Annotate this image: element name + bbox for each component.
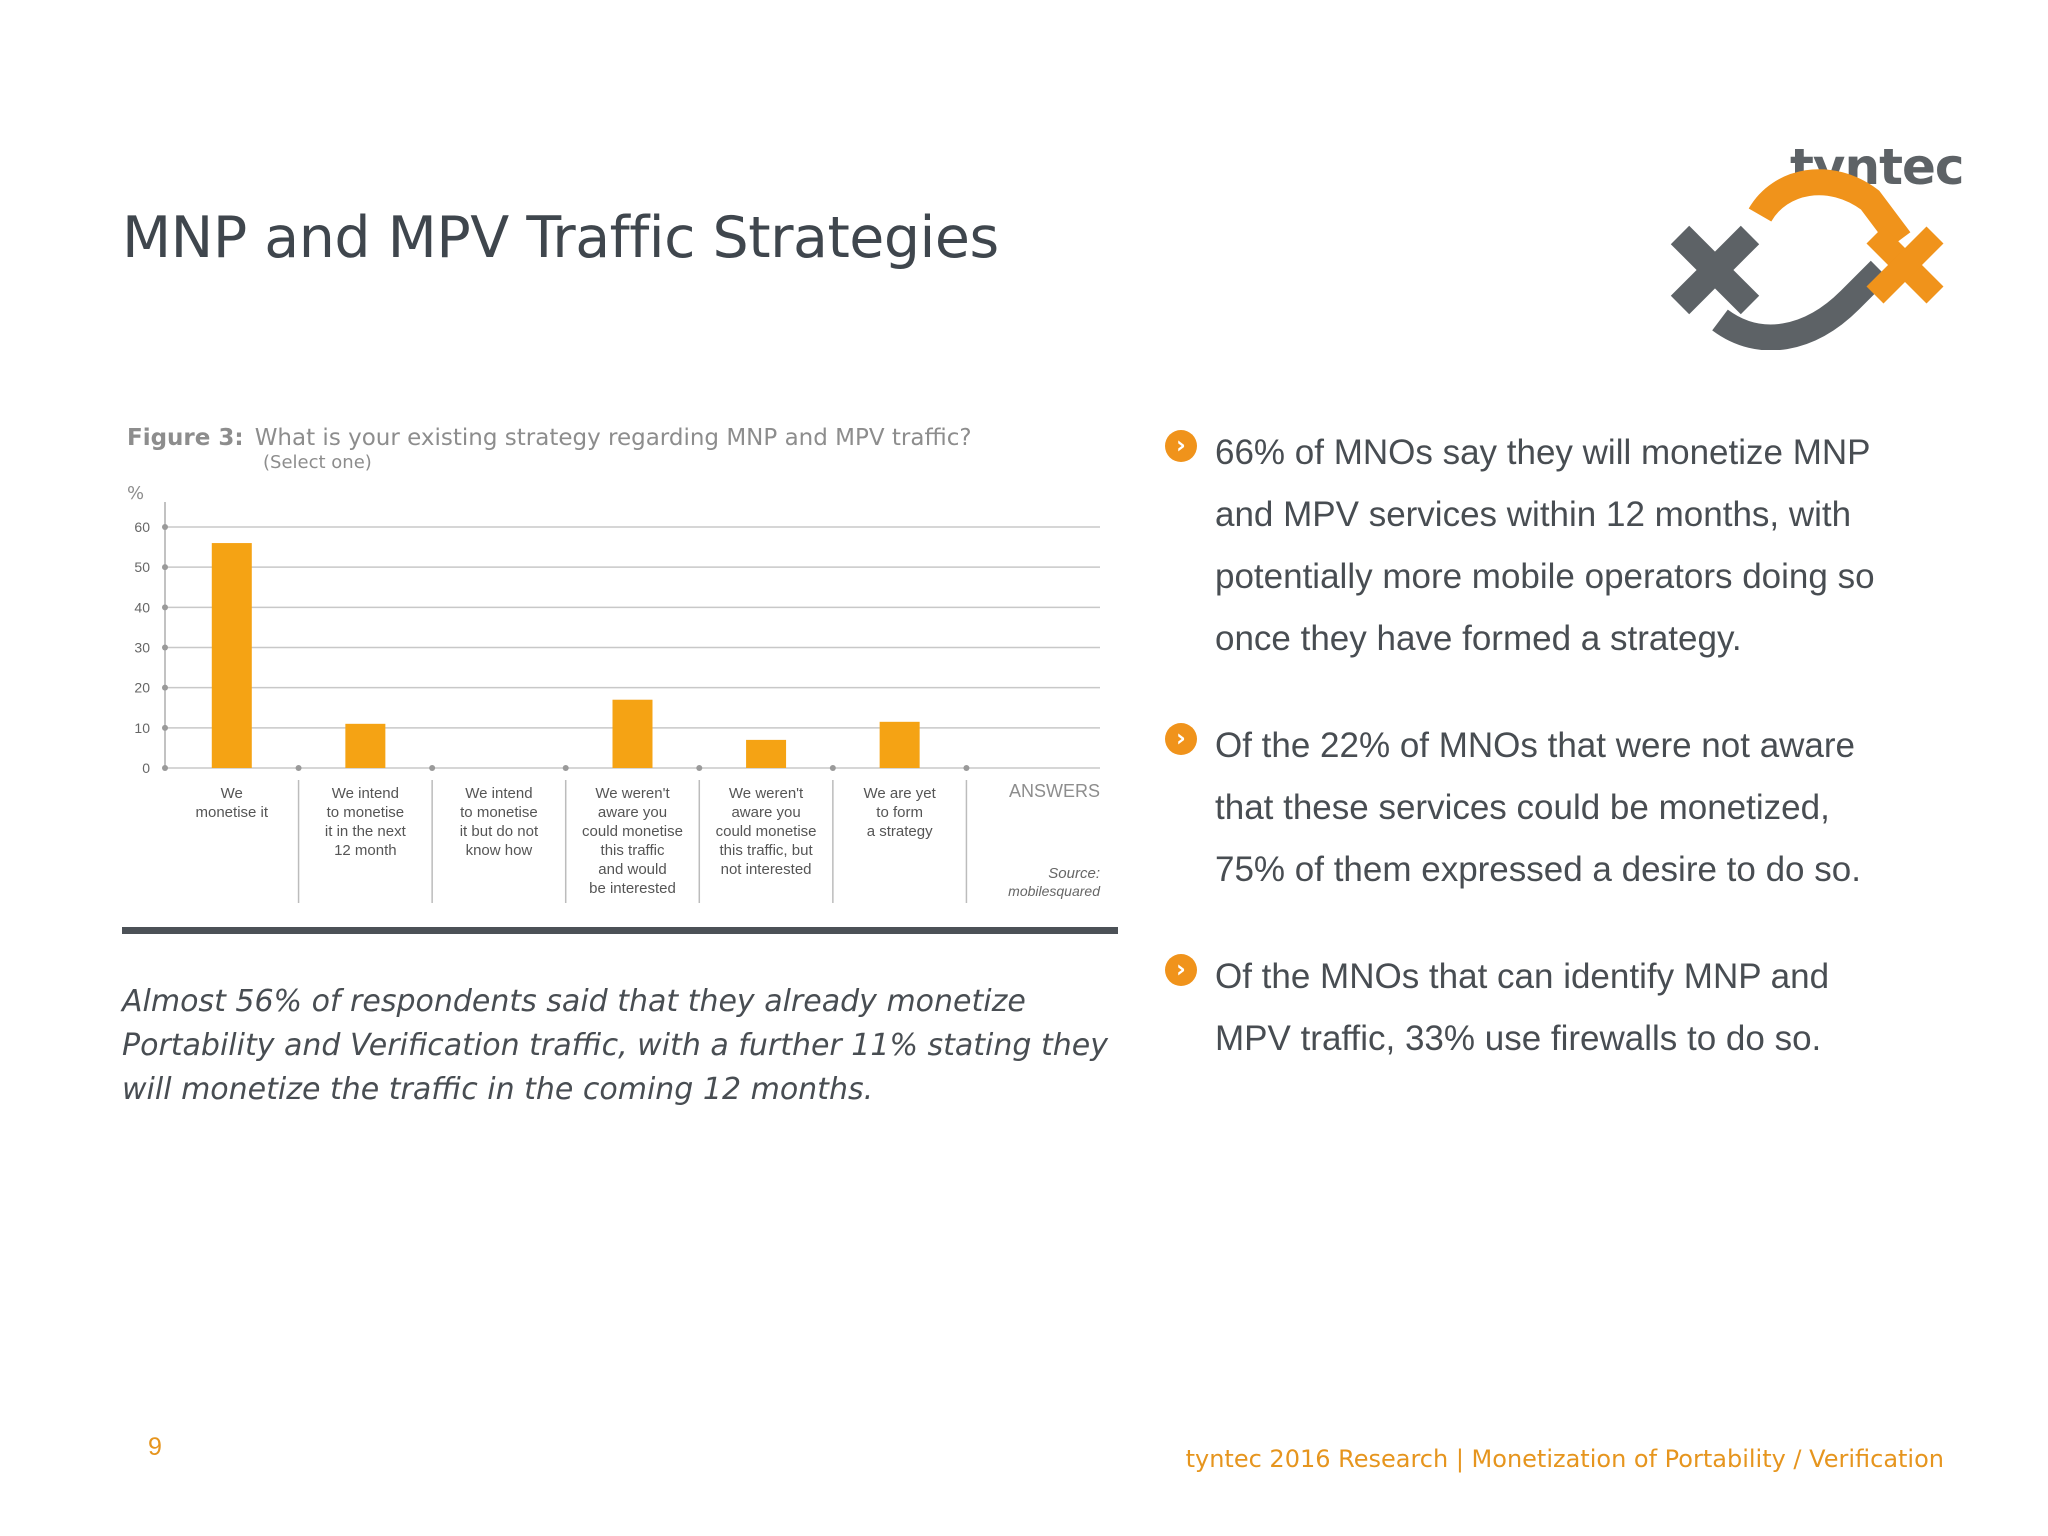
figure-note: (Select one)	[263, 452, 372, 473]
x-tick-label: We	[221, 785, 243, 802]
page-number: 9	[148, 1433, 162, 1461]
x-tick-label: could monetise	[582, 823, 683, 840]
x-tick-label: it in the next	[325, 823, 407, 840]
figure-label: Figure 3:	[127, 425, 244, 451]
x-tick-label: and would	[598, 861, 666, 878]
x-tick-label: monetise it	[196, 804, 269, 821]
y-tick-label: 50	[134, 559, 150, 575]
y-tick-label: 0	[142, 760, 150, 776]
tick-mark	[429, 765, 436, 771]
bullet-text: Of the 22% of MNOs that were not aware t…	[1215, 726, 1861, 889]
bar	[612, 699, 653, 768]
logo-icon	[1670, 169, 1944, 350]
bullet-item: › Of the 22% of MNOs that were not aware…	[1165, 715, 1885, 901]
y-tick-label: 60	[134, 519, 150, 535]
figure-question: What is your existing strategy regarding…	[254, 425, 972, 451]
source-name: mobilesquared	[1008, 883, 1101, 899]
y-tick-label: 20	[134, 680, 150, 696]
x-tick-label: aware you	[598, 804, 667, 821]
x-axis-label: ANSWERS	[1009, 781, 1100, 801]
tick-mark	[829, 765, 836, 771]
chevron-right-icon: ›	[1165, 430, 1197, 462]
tick-mark	[696, 765, 703, 771]
x-tick-label: be interested	[589, 880, 676, 897]
bullet-text: 66% of MNOs say they will monetize MNP a…	[1215, 433, 1875, 658]
y-tick-label: 10	[134, 720, 150, 736]
figure-heading: Figure 3: What is your existing strategy…	[127, 425, 972, 451]
x-tick-label: We intend	[465, 785, 532, 802]
x-tick-label: this traffic, but	[720, 842, 814, 859]
y-tick-label: 40	[134, 599, 150, 615]
x-tick-label: 12 month	[334, 842, 397, 859]
x-tick-label: aware you	[731, 804, 800, 821]
tick-mark	[295, 765, 302, 771]
bar-chart: % 0 10 20 30 40 50 60 We monetise it We intend to m…	[127, 483, 1101, 903]
chevron-right-icon: ›	[1165, 723, 1197, 755]
x-tick-label: it but do not	[460, 823, 539, 840]
x-tick-label: not interested	[721, 861, 812, 878]
tick-mark	[562, 765, 569, 771]
footer-text: tyntec 2016 Research | Monetization of P…	[1185, 1445, 1944, 1473]
tick-mark	[963, 765, 970, 771]
x-tick-label: We are yet	[864, 785, 937, 802]
y-tick-label: 30	[134, 640, 150, 656]
slide-title: MNP and MPV Traffic Strategies	[122, 205, 999, 271]
bullet-item: › Of the MNOs that can identify MNP and …	[1165, 946, 1885, 1070]
bullet-item: › 66% of MNOs say they will monetize MNP…	[1165, 422, 1885, 670]
y-axis-label: %	[127, 483, 144, 504]
x-tick-label: know how	[466, 842, 533, 859]
x-tick-label: to monetise	[460, 804, 538, 821]
chart-divider	[122, 927, 1118, 934]
bullet-text: Of the MNOs that can identify MNP and MP…	[1215, 957, 1830, 1058]
figure-caption: Almost 56% of respondents said that they…	[122, 984, 1108, 1107]
source-label: Source:	[1048, 865, 1100, 882]
chevron-right-icon: ›	[1165, 954, 1197, 986]
x-tick-label: We intend	[332, 785, 399, 802]
x-tick-label: We weren't	[595, 785, 670, 802]
x-tick-label: to monetise	[327, 804, 405, 821]
bar	[879, 721, 920, 768]
x-tick-label: could monetise	[716, 823, 817, 840]
x-tick-label: this traffic	[601, 842, 665, 859]
bullet-list: › 66% of MNOs say they will monetize MNP…	[1165, 422, 1885, 1115]
bar	[211, 543, 252, 768]
x-tick-label: We weren't	[729, 785, 804, 802]
bar	[746, 739, 787, 768]
x-tick-label: to form	[876, 804, 923, 821]
x-tick-label: a strategy	[867, 823, 933, 840]
bar	[345, 723, 386, 768]
